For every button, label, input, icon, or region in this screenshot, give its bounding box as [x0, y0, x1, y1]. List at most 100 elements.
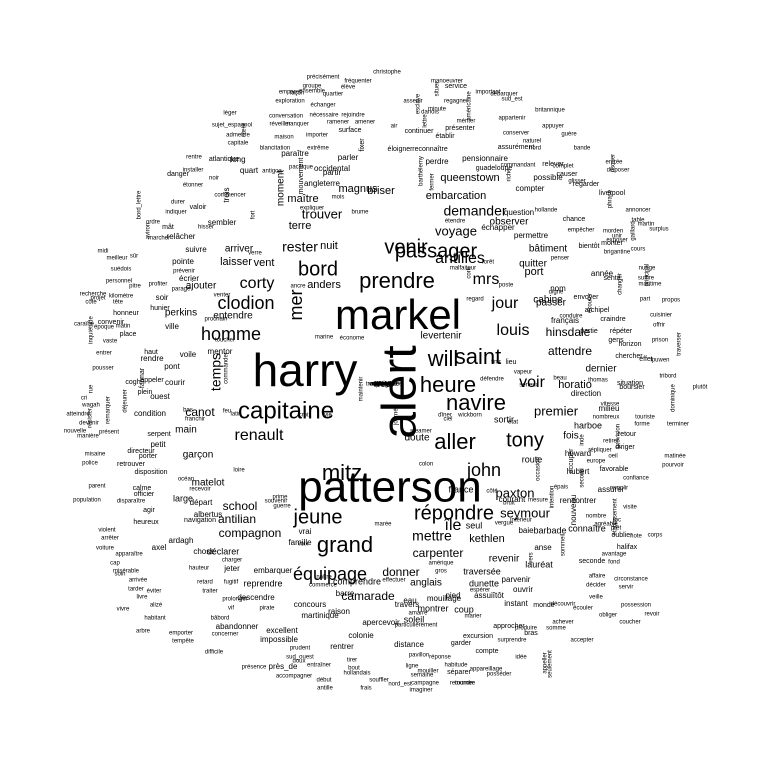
word-52: embarcation	[426, 190, 487, 202]
word-48: attendre	[548, 344, 592, 358]
word-80: déclarer	[207, 546, 240, 556]
word-261: air	[391, 124, 398, 130]
word-287: complet	[552, 164, 573, 170]
word-539: venter	[214, 293, 231, 299]
word-113: condition	[134, 409, 166, 418]
word-36: paxton	[495, 485, 534, 500]
word-181: convenir	[98, 319, 125, 326]
word-324: kilomètre	[109, 294, 134, 300]
word-382: pourvoir	[662, 463, 684, 469]
word-83: anglais	[410, 578, 442, 589]
word-0: patterson	[298, 463, 481, 512]
word-466: campagne	[411, 681, 440, 687]
word-337: marine	[315, 335, 334, 341]
word-536: souvenir	[265, 499, 288, 505]
word-39: temps	[208, 353, 224, 391]
word-224: bras	[524, 630, 538, 637]
word-403: oeil	[608, 454, 617, 460]
word-331: propos	[662, 298, 680, 304]
word-423: éviter	[147, 589, 162, 595]
word-371: terminer	[667, 422, 689, 428]
word-438: amarre	[408, 611, 428, 617]
word-82: comprendre	[333, 576, 381, 586]
word-397: arrêter	[101, 536, 119, 542]
word-285: pacifique	[289, 165, 314, 171]
word-117: rendre	[140, 354, 164, 363]
word-107: vrai	[299, 527, 312, 536]
word-442: concerner	[212, 632, 239, 638]
word-178: farmar	[139, 367, 146, 388]
word-538: ancre	[290, 284, 306, 290]
word-277: rentre	[186, 155, 202, 161]
word-548: essayer	[373, 382, 394, 388]
word-182: honneur	[113, 310, 139, 317]
word-525: europe	[587, 459, 606, 465]
word-459: habitude	[444, 663, 468, 669]
word-568: voile_haute	[369, 382, 400, 388]
word-166: axel	[152, 543, 167, 552]
word-343: vaste	[103, 339, 118, 345]
word-cloud-words: patterson harry markel alert capitaine jeune r…	[64, 70, 708, 694]
word-557: réussir	[375, 382, 393, 388]
word-124: suivre	[185, 245, 207, 254]
word-377: ciel	[443, 417, 452, 423]
word-161: descendre	[237, 593, 275, 602]
word-289: risquer	[611, 154, 617, 172]
word-57: laisser	[220, 256, 252, 268]
word-398: voiture	[96, 546, 115, 552]
word-461: hollandais	[343, 671, 370, 677]
word-376: vie	[324, 413, 332, 419]
word-323: projet	[90, 296, 105, 302]
word-564: date	[378, 382, 390, 388]
word-385: recevoir	[189, 487, 210, 493]
word-248: sud_est	[501, 97, 522, 103]
word-158: impossible	[260, 635, 298, 644]
word-167: agir	[143, 507, 155, 514]
word-348: effet	[639, 356, 653, 363]
word-526: baie	[518, 526, 534, 535]
word-445: somme	[546, 626, 566, 632]
word-535: dominique	[671, 383, 677, 411]
word-341: toucher	[215, 338, 235, 344]
word-458: ligne	[406, 664, 419, 670]
word-44: carpenter	[413, 546, 464, 560]
word-537: expliquer	[300, 206, 324, 212]
word-498: maintenir	[359, 377, 365, 402]
word-493: rue	[89, 384, 95, 393]
word-335: matin	[116, 324, 131, 330]
word-356: beau	[553, 376, 566, 382]
word-65: entendre	[213, 311, 253, 322]
word-369: touriste	[635, 415, 655, 421]
word-265: appuyer	[542, 124, 564, 130]
word-449: difficile	[205, 650, 224, 656]
word-78: matelot	[192, 478, 225, 489]
word-216: boursier	[619, 384, 645, 391]
word-421: tarder	[128, 587, 144, 593]
word-334: époque	[94, 325, 115, 331]
word-469: accompagner	[276, 674, 312, 680]
word-19: john	[466, 460, 501, 480]
word-58: vent	[254, 257, 275, 269]
word-133: parler	[338, 153, 359, 162]
word-350: tribord	[659, 374, 676, 380]
word-313: cours	[631, 247, 646, 253]
word-233: christophe	[373, 70, 401, 76]
word-290: durer	[171, 200, 185, 206]
word-94: hubert	[567, 467, 590, 476]
word-177: cogh	[125, 379, 140, 386]
word-319: nuage	[639, 266, 656, 272]
word-119: mentor	[208, 347, 233, 356]
word-402: répliquer	[588, 448, 611, 454]
word-278: entrée	[605, 160, 623, 166]
word-53: briser	[367, 185, 395, 197]
word-365: dîner	[438, 413, 452, 419]
word-549: hôte	[378, 382, 390, 388]
word-264: appartenir	[498, 116, 525, 122]
word-542: bord_lettre	[137, 190, 143, 219]
word-270: bande	[574, 146, 591, 152]
word-440: achever	[552, 620, 573, 626]
word-417: commerce	[309, 583, 338, 589]
word-100: coup	[454, 604, 474, 614]
word-384: océan	[178, 477, 194, 483]
word-1: harry	[253, 344, 358, 396]
